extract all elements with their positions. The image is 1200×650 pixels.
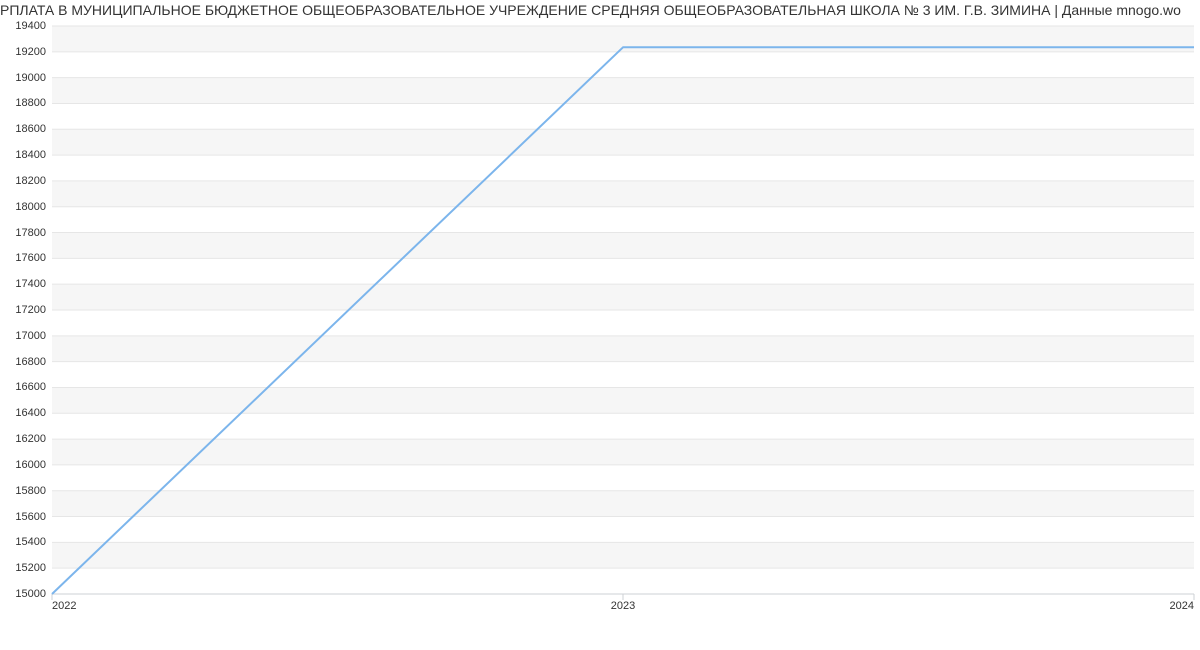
- y-tick-label: 15600: [15, 511, 46, 523]
- y-tick-label: 18000: [15, 201, 46, 213]
- y-tick-label: 18600: [15, 123, 46, 135]
- y-tick-label: 17600: [15, 252, 46, 264]
- x-tick-label: 2024: [1170, 600, 1194, 612]
- x-tick-label: 2023: [611, 600, 635, 612]
- y-tick-label: 17200: [15, 304, 46, 316]
- y-tick-label: 18200: [15, 175, 46, 187]
- chart-svg: [52, 26, 1194, 594]
- y-tick-label: 16600: [15, 381, 46, 393]
- y-tick-label: 16800: [15, 356, 46, 368]
- y-tick-label: 15200: [15, 562, 46, 574]
- chart-container: РПЛАТА В МУНИЦИПАЛЬНОЕ БЮДЖЕТНОЕ ОБЩЕОБР…: [0, 0, 1200, 650]
- y-tick-label: 18400: [15, 149, 46, 161]
- x-tick-label: 2022: [52, 600, 76, 612]
- y-tick-label: 15400: [15, 536, 46, 548]
- y-tick-label: 16000: [15, 459, 46, 471]
- y-tick-label: 17000: [15, 330, 46, 342]
- y-tick-label: 17400: [15, 278, 46, 290]
- y-tick-label: 15000: [15, 588, 46, 600]
- chart-title: РПЛАТА В МУНИЦИПАЛЬНОЕ БЮДЖЕТНОЕ ОБЩЕОБР…: [0, 2, 1200, 18]
- y-tick-label: 17800: [15, 227, 46, 239]
- y-tick-label: 19200: [15, 46, 46, 58]
- y-tick-label: 19000: [15, 72, 46, 84]
- y-tick-label: 19400: [15, 20, 46, 32]
- y-tick-label: 16400: [15, 407, 46, 419]
- line-chart: 1500015200154001560015800160001620016400…: [52, 26, 1194, 594]
- y-tick-label: 15800: [15, 485, 46, 497]
- y-tick-label: 18800: [15, 97, 46, 109]
- y-tick-label: 16200: [15, 433, 46, 445]
